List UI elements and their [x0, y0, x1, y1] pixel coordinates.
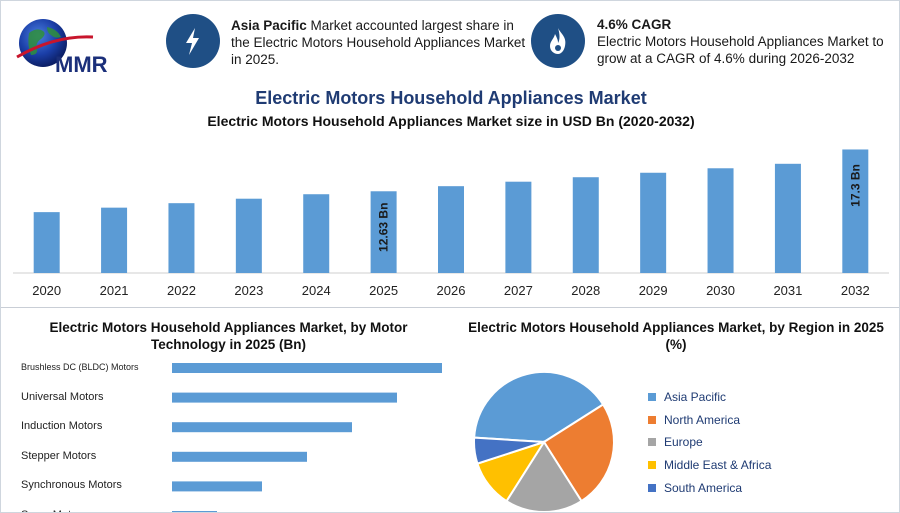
legend-swatch	[648, 438, 656, 447]
hbar-synchronous-motors	[172, 481, 262, 492]
bar-2026	[438, 186, 464, 273]
flame-icon	[531, 14, 585, 68]
hbar-induction-motors	[172, 422, 352, 433]
legend-swatch	[648, 483, 656, 492]
region-chart-title: Electric Motors Household Appliances Mar…	[468, 320, 884, 352]
legend-label: Middle East & Africa	[664, 458, 772, 473]
bar-2025	[370, 191, 397, 273]
legend-label: Europe	[664, 435, 703, 450]
legend-swatch	[648, 393, 656, 401]
legend-item: North America	[648, 413, 740, 427]
hbar-category-label: Stepper Motors	[21, 449, 97, 462]
hbar-category-label: Brushless DC (BLDC) Motors	[21, 362, 139, 372]
pie-slice-europe	[505, 440, 583, 512]
x-tick-label: 2030	[706, 283, 735, 298]
bar-data-label: 12.63 Bn	[377, 203, 391, 252]
bar-2021	[101, 207, 128, 273]
x-tick-label: 2027	[504, 283, 533, 298]
mmr-logo: MMR	[15, 15, 140, 77]
pie-slice-north-america	[542, 403, 615, 503]
motor-technology-chart-title: Electric Motors Household Appliances Mar…	[49, 320, 408, 352]
pie-slice-south-america	[473, 436, 545, 465]
x-tick-label: 2022	[167, 283, 196, 298]
legend-item: Middle East & Africa	[648, 458, 771, 472]
bar-2020	[33, 212, 60, 273]
bar-2029	[640, 172, 667, 273]
x-tick-label: 2024	[302, 283, 331, 298]
main-chart-title: Electric Motors Household Appliances Mar…	[255, 88, 647, 108]
region-pie-chart	[473, 371, 615, 512]
legend-swatch	[648, 461, 656, 470]
x-tick-label: 2021	[100, 283, 129, 298]
hbar-category-label: Synchronous Motors	[21, 479, 122, 492]
legend-item: South America	[648, 481, 742, 495]
bar-2031	[774, 163, 801, 273]
hbar-category-label: Servo Motors	[21, 509, 86, 512]
x-tick-label: 2025	[369, 283, 398, 298]
logo-text: MMR	[55, 52, 108, 77]
legend-swatch	[648, 415, 656, 424]
x-tick-label: 2028	[571, 283, 600, 298]
hbar-category-label: Induction Motors	[21, 420, 103, 433]
x-tick-label: 2032	[841, 283, 870, 298]
bar-2027	[505, 181, 532, 273]
x-tick-label: 2026	[437, 283, 466, 298]
asia-pacific-info: Asia Pacific Market accounted largest sh…	[231, 17, 531, 68]
hbar-category-label: Universal Motors	[21, 390, 104, 403]
x-tick-label: 2029	[639, 283, 668, 298]
bar-2024	[303, 194, 330, 273]
info2-text: Electric Motors Household Appliances Mar…	[597, 34, 884, 66]
market-size-bar-chart: 2020 2021 2022 2023 2024 2025 12.63 Bn 2026 2027…	[13, 149, 889, 298]
section-divider	[1, 307, 899, 308]
legend-label: South America	[664, 480, 743, 495]
main-chart-subtitle: Electric Motors Household Appliances Mar…	[207, 113, 695, 129]
bar-2030	[707, 168, 734, 273]
info2-bold: 4.6% CAGR	[597, 17, 672, 32]
lightning-bolt-icon	[166, 14, 220, 68]
motor-technology-bar-chart	[172, 363, 442, 512]
bar-data-label: 17.3 Bn	[848, 164, 862, 207]
cagr-info: 4.6% CAGR Electric Motors Household Appl…	[597, 16, 892, 67]
legend-label: Asia Pacific	[664, 390, 727, 404]
bar-2032	[842, 149, 869, 273]
x-tick-label: 2031	[773, 283, 802, 298]
hbar-universal-motors	[172, 392, 397, 403]
legend-item: Europe	[648, 435, 703, 449]
legend-item: Asia Pacific	[648, 390, 726, 404]
hbar-brushless-dc-bldc-motors	[172, 363, 442, 373]
hbar-stepper-motors	[172, 451, 307, 462]
hbar-servo-motors	[172, 511, 217, 512]
info1-bold: Asia Pacific	[231, 18, 307, 33]
x-tick-label: 2020	[32, 283, 61, 298]
info1-text: Market accounted largest share in the El…	[231, 18, 526, 67]
x-tick-label: 2023	[234, 283, 263, 298]
bar-2023	[235, 198, 262, 273]
bar-2028	[572, 177, 599, 273]
legend-label: North America	[664, 412, 741, 427]
bar-2022	[168, 203, 195, 273]
